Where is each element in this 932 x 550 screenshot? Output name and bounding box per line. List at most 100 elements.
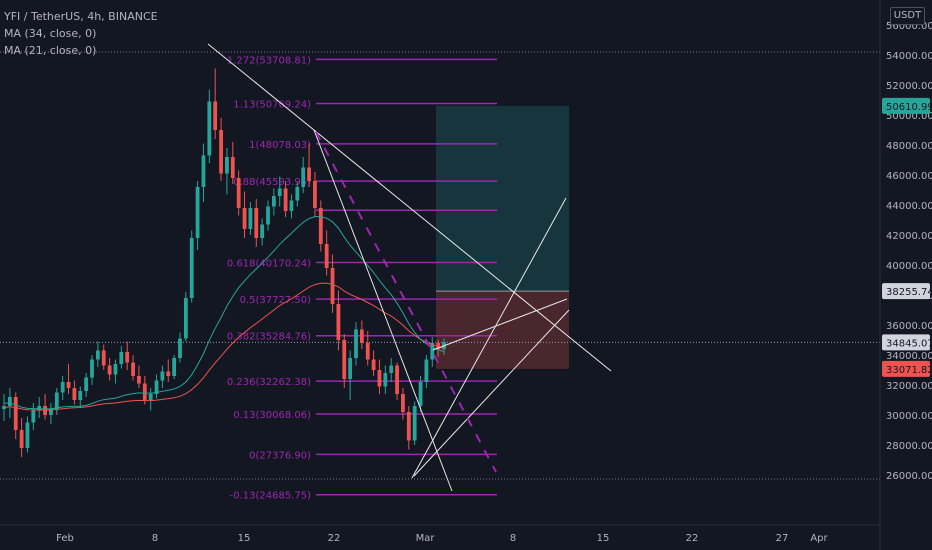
price-label-text: 50610.99 xyxy=(886,102,932,113)
price-axis-tick: 32000.00 xyxy=(886,381,932,392)
candle-body xyxy=(383,373,388,387)
candle-body xyxy=(318,208,323,244)
candle-body xyxy=(266,206,270,225)
candle-body xyxy=(225,157,229,174)
candle-body xyxy=(271,196,276,207)
symbol-title[interactable]: YFI / TetherUS, 4h, BINANCE xyxy=(4,10,158,23)
time-axis-tick: Mar xyxy=(416,533,436,544)
candle-body xyxy=(354,329,358,358)
indicator-ma-34[interactable]: MA (34, close, 0) xyxy=(4,27,97,40)
price-label-text: 38255.74 xyxy=(886,287,932,298)
candle-body xyxy=(283,188,288,211)
candle-body xyxy=(160,371,165,381)
candle-body xyxy=(436,343,441,349)
candle-body xyxy=(395,365,399,394)
candle-body xyxy=(142,383,147,400)
candle-body xyxy=(389,365,394,373)
fib-level-label: -0.13(24685.75) xyxy=(230,491,311,502)
fib-level-label: 0.5(37727.50) xyxy=(240,295,312,306)
fib-level-label: 1.272(53708.81) xyxy=(227,55,311,66)
price-label-box xyxy=(882,334,930,351)
time-axis-tick: Feb xyxy=(56,533,74,544)
price-label-box xyxy=(882,360,930,377)
candle-body xyxy=(424,359,429,382)
candle-body xyxy=(219,130,223,174)
candle-body xyxy=(301,167,306,187)
candle-body xyxy=(401,394,405,412)
indicator-ma-21[interactable]: MA (21, close, 0) xyxy=(4,44,97,57)
channel-lower-line xyxy=(411,197,567,479)
steep-trendline xyxy=(313,129,453,492)
fib-level-label: 1(48078.03) xyxy=(249,140,311,151)
candle-body xyxy=(78,391,83,400)
candle-body xyxy=(207,101,212,156)
candle-body xyxy=(113,364,118,375)
fib-level-label: 0.236(32262.38) xyxy=(227,377,311,388)
candle-body xyxy=(377,370,382,387)
price-label-box xyxy=(882,283,930,300)
candle-body xyxy=(195,187,200,238)
candle-body xyxy=(248,208,253,229)
candle-body xyxy=(230,157,235,178)
currency-unit-badge[interactable]: USDT xyxy=(890,7,925,25)
time-axis-tick: 22 xyxy=(328,533,341,544)
candle-body xyxy=(95,350,100,360)
time-axis-tick: 15 xyxy=(597,533,610,544)
descending-trendline xyxy=(207,43,612,372)
price-axis-tick: 26000.00 xyxy=(886,471,932,482)
candle-body xyxy=(201,155,206,187)
candle-body xyxy=(172,358,177,376)
position-target-zone xyxy=(436,105,569,292)
time-axis-tick: Apr xyxy=(810,533,828,544)
time-axis-tick: 22 xyxy=(686,533,699,544)
price-axis-tick: 30000.00 xyxy=(886,411,932,422)
candle-body xyxy=(178,338,182,358)
candle-body xyxy=(307,167,311,181)
chart-legend: YFI / TetherUS, 4h, BINANCE MA (34, clos… xyxy=(4,8,158,59)
price-axis-tick: 50000.00 xyxy=(886,111,932,122)
candle-body xyxy=(19,430,24,448)
candle-body xyxy=(31,410,36,423)
candle-body xyxy=(90,359,94,378)
candle-body xyxy=(7,397,12,406)
candle-body xyxy=(54,392,59,409)
position-stop-zone xyxy=(436,291,569,369)
candle-body xyxy=(365,343,370,360)
candle-body xyxy=(359,329,364,343)
candle-body xyxy=(430,343,435,360)
price-axis-tick: 36000.00 xyxy=(886,321,932,332)
candle-body xyxy=(72,388,77,400)
candle-body xyxy=(25,422,30,448)
candle-body xyxy=(342,340,347,379)
candle-body xyxy=(119,352,124,364)
time-axis-tick: 27 xyxy=(776,533,789,544)
fib-level-label: 0.618(40170.24) xyxy=(227,258,311,269)
candle-body xyxy=(330,268,335,304)
candle-body xyxy=(295,187,300,201)
price-axis-tick: 42000.00 xyxy=(886,231,932,242)
candle-body xyxy=(49,409,53,415)
candle-body xyxy=(242,208,247,229)
candle-body xyxy=(348,358,353,379)
channel-support-line xyxy=(413,309,570,477)
price-label-text: 34845.07 xyxy=(886,338,932,349)
candle-body xyxy=(13,397,18,430)
fib-level-label: 0.88(45593.95) xyxy=(233,177,311,188)
candle-body xyxy=(412,406,417,441)
time-axis-tick: 8 xyxy=(510,533,516,544)
price-label-box xyxy=(882,97,930,114)
time-axis-tick: 8 xyxy=(152,533,158,544)
candle-body xyxy=(371,359,376,370)
candle-body xyxy=(236,178,241,208)
candle-body xyxy=(137,376,141,384)
price-axis-tick: 34000.00 xyxy=(886,351,932,362)
candle-body xyxy=(289,200,294,211)
price-axis-tick: 46000.00 xyxy=(886,171,932,182)
moving-average-line xyxy=(3,282,445,411)
candle-body xyxy=(406,412,411,441)
candle-body xyxy=(254,208,259,238)
candle-body xyxy=(189,238,194,298)
candle-body xyxy=(166,371,171,376)
